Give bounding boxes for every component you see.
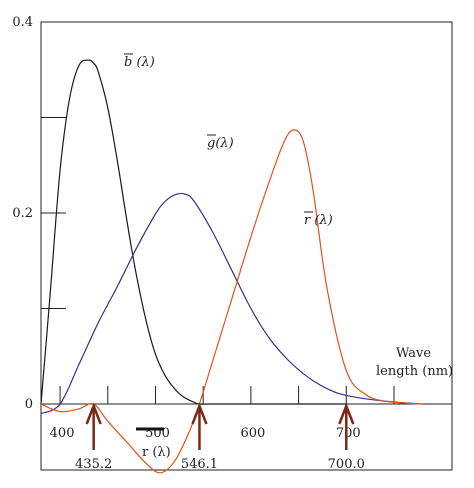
series-g-label: g(λ) — [207, 134, 234, 151]
svg-text:b (λ): b (λ) — [124, 55, 155, 70]
marker-arrowhead — [191, 402, 208, 425]
marker-700.0: 700.0 — [328, 402, 365, 472]
labels: b (λ) g(λ) r (λ) Wave length (nm) r (λ) — [124, 53, 453, 460]
wavelength-markers: 435.2 546.1 700.0 — [75, 402, 365, 472]
marker-arrowhead — [85, 402, 102, 425]
x-tick-label: 400 — [50, 426, 75, 441]
x-tick-label: 700 — [336, 426, 361, 441]
marker-arrowhead — [338, 402, 355, 425]
y-tick-label: 0 — [25, 397, 33, 412]
series-b-label: b (λ) — [124, 53, 155, 70]
x-axis-label-line1: Wave — [396, 346, 431, 361]
series-g-line — [40, 192, 423, 415]
svg-text:g(λ): g(λ) — [207, 136, 234, 151]
series-r-label: r (λ) — [304, 211, 333, 228]
marker-value: 546.1 — [181, 457, 218, 472]
y-tick-label: 0.4 — [12, 15, 33, 30]
svg-text:r (λ): r (λ) — [304, 213, 333, 228]
marker-value: 435.2 — [75, 457, 112, 472]
negative-r-label: r (λ) — [142, 445, 171, 460]
series-r-line — [40, 129, 423, 474]
x-tick-label: 600 — [240, 426, 265, 441]
x-axis-label-line2: length (nm) — [376, 364, 453, 379]
plot-border — [40, 21, 453, 471]
marker-value: 700.0 — [328, 457, 365, 472]
series-b-line — [40, 59, 347, 405]
marker-546.1: 546.1 — [181, 402, 218, 472]
marker-435.2: 435.2 — [75, 402, 112, 472]
y-tick-label: 0.2 — [12, 206, 33, 221]
curves — [40, 59, 423, 474]
